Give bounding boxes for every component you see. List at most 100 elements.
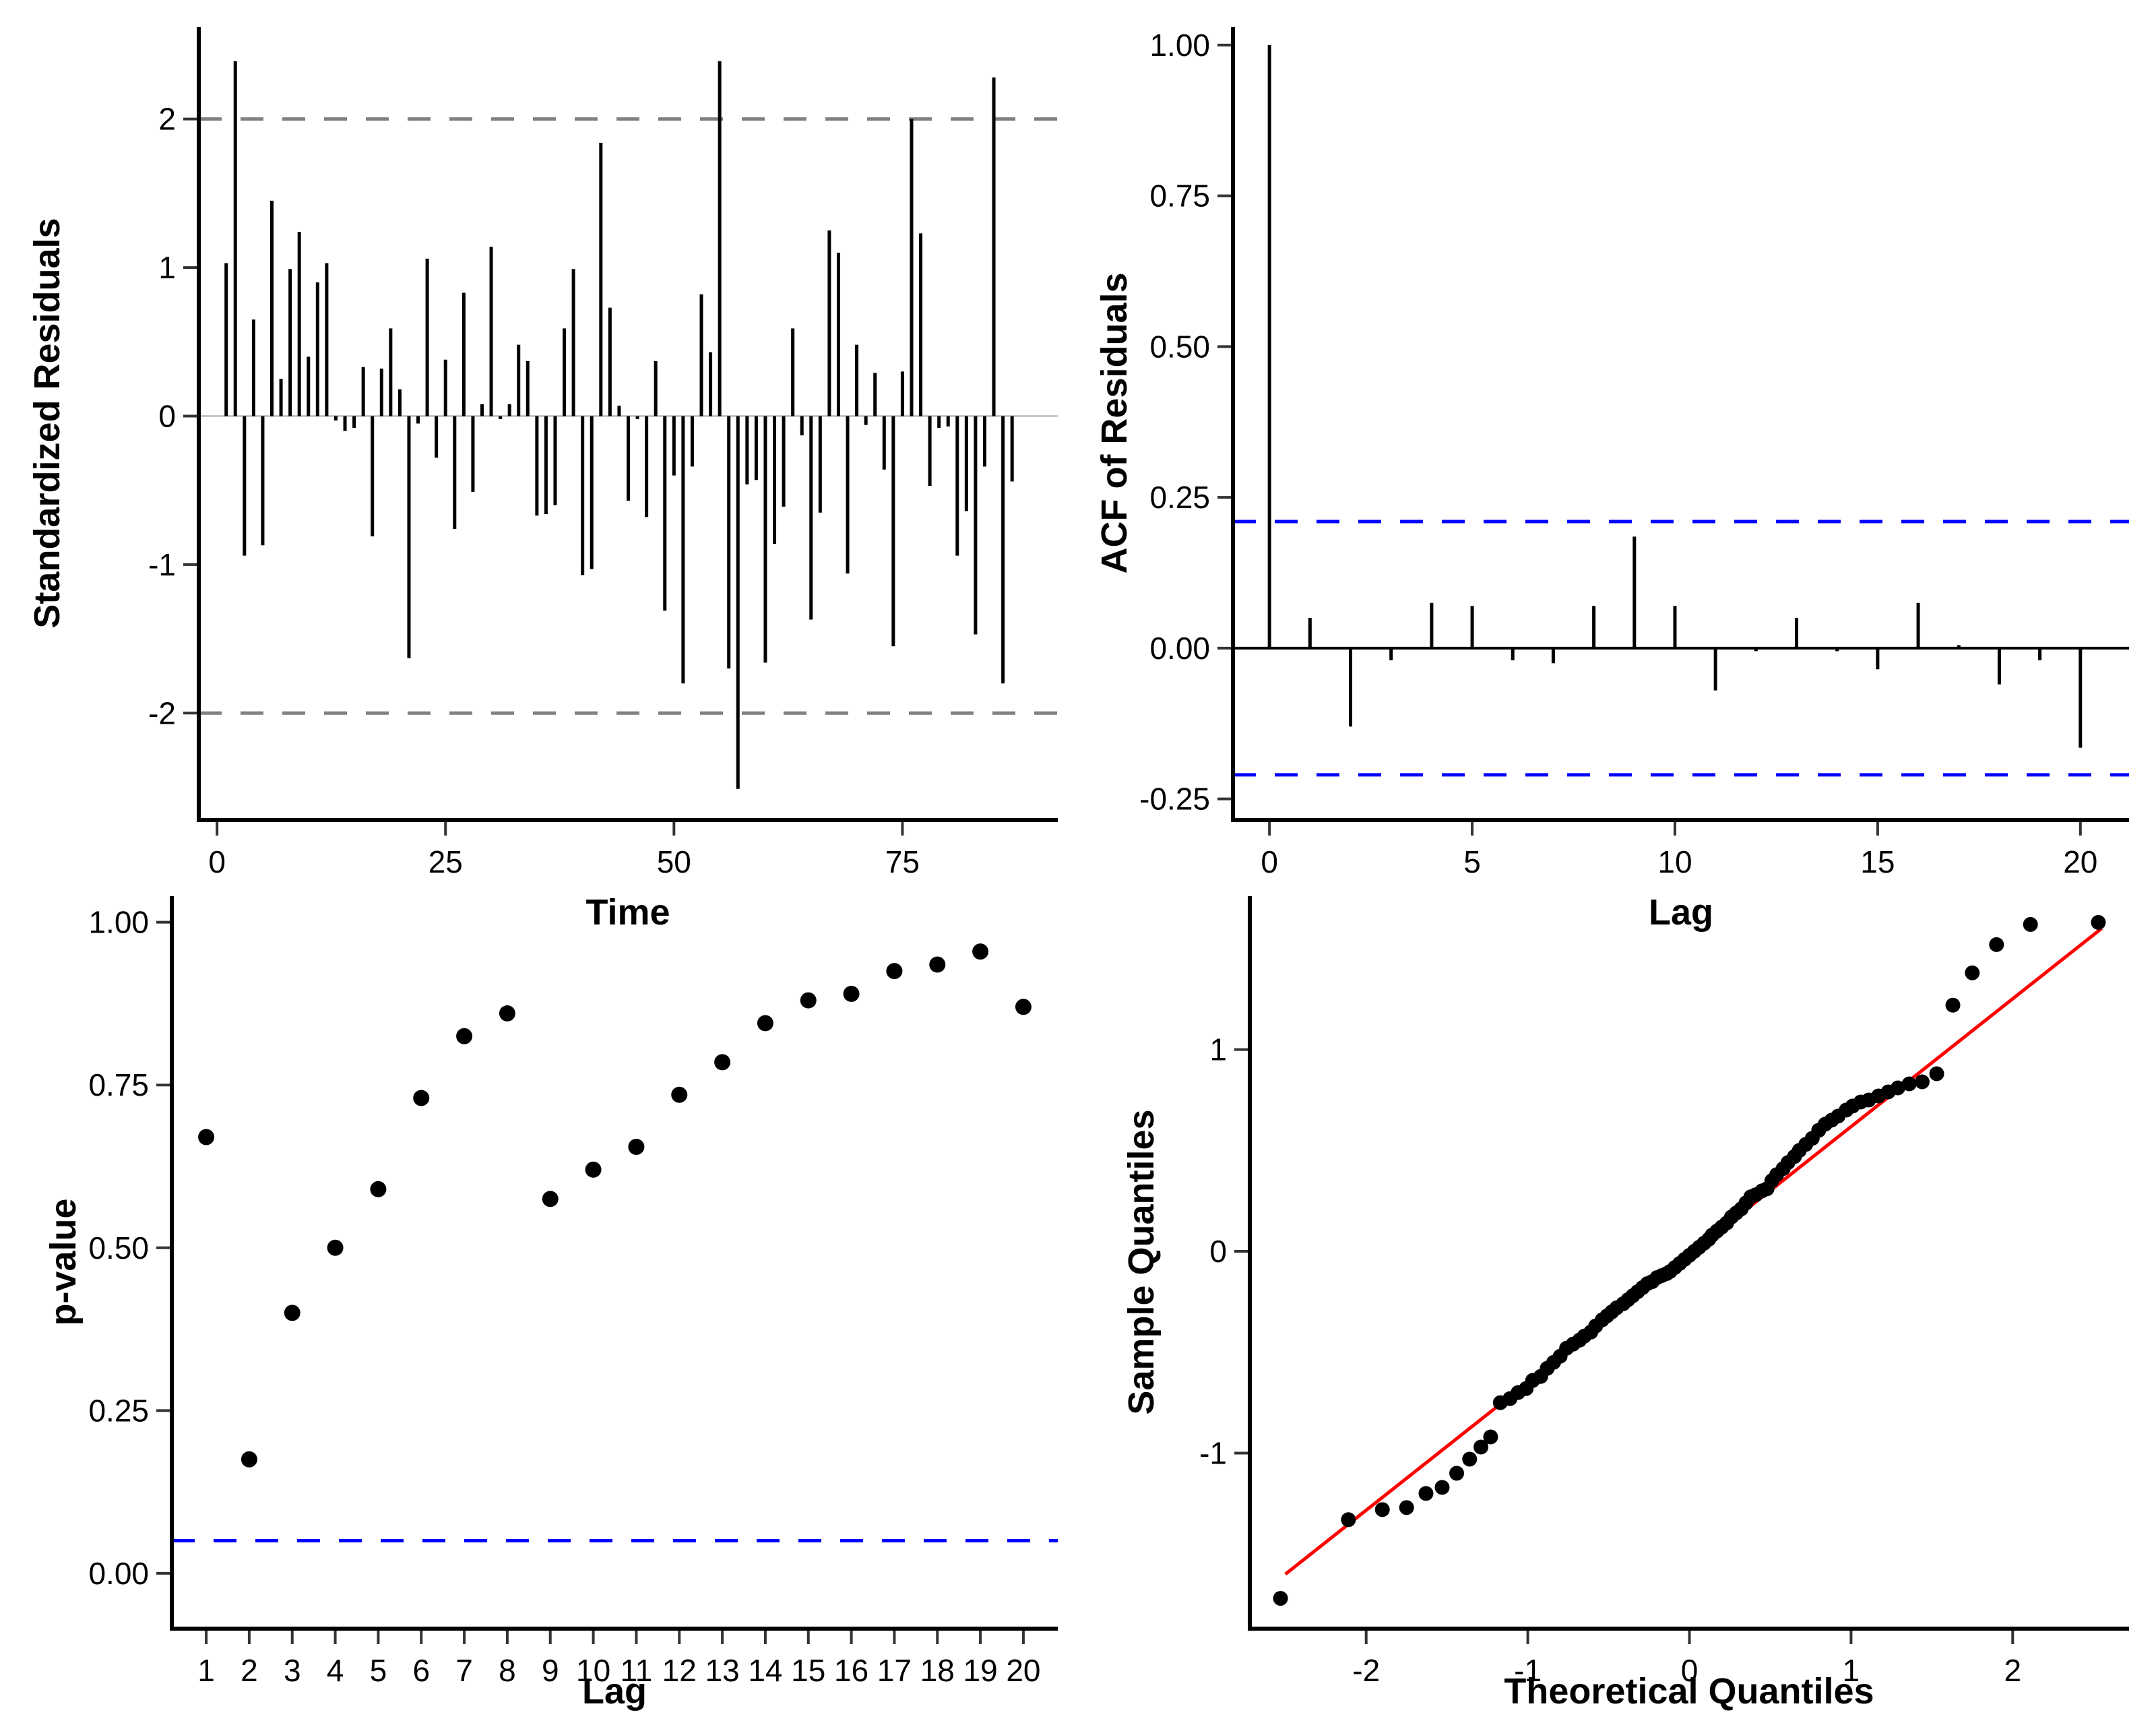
ljung-box-pvalues-x-tick-label: 12 <box>662 1653 697 1688</box>
residuals-y-tick-label: -2 <box>148 695 176 730</box>
ljung-box-pvalues-x-tick-label: 17 <box>877 1653 912 1688</box>
ljung-box-pvalues-point <box>499 1005 515 1022</box>
qq-plot-x-tick-label: 0 <box>1681 1653 1699 1688</box>
residuals-y-tick-label: 0 <box>158 398 176 433</box>
ljung-box-pvalues-point <box>714 1054 731 1071</box>
ljung-box-pvalues-point <box>1015 999 1032 1015</box>
panel-standardized-residuals: 0 25 50 75 -2 -1 0 1 2 Time Standardized Residua… <box>27 27 1058 933</box>
ljung-box-pvalues-point <box>929 956 946 973</box>
residuals-xlabel: Time <box>585 892 670 933</box>
qq-plot-x-tick-label: 2 <box>2004 1653 2021 1688</box>
residuals-x-tick-label: 0 <box>208 844 226 879</box>
qq-plot-point <box>1418 1486 1434 1501</box>
ljung-box-pvalues-point <box>370 1181 387 1197</box>
qq-plot-point <box>2023 916 2038 932</box>
qq-plot-point <box>1965 965 1980 980</box>
ljung-box-pvalues-x-tick-label: 7 <box>455 1653 473 1688</box>
pvalue-xlabel: Lag <box>582 1671 647 1712</box>
qq-plot-point <box>1473 1439 1489 1455</box>
qq-plot-x-tick-label: -1 <box>1514 1653 1542 1688</box>
ljung-box-pvalues-x-tick-label: 20 <box>1006 1653 1040 1688</box>
pvalue-plot-area: 1 2 3 4 5 6 7 8 9 10 11 12 13 14 15 16 17 18 19 201.000.750… <box>88 896 1058 1688</box>
residuals-y-tick-label: -1 <box>148 547 176 582</box>
ljung-box-pvalues-x-tick-label: 16 <box>834 1653 868 1688</box>
ljung-box-pvalues-point <box>843 985 860 1002</box>
panel-ljung-box-pvalues: 1 2 3 4 5 6 7 8 9 10 11 12 13 14 15 16 17 18 19 201.000.750… <box>43 896 1058 1712</box>
acf-x-tick-label: 20 <box>2063 844 2097 879</box>
acf-x-tick-label: 15 <box>1860 844 1895 879</box>
acf-y-tick-label: 0.50 <box>1149 329 1210 364</box>
ljung-box-pvalues-y-tick-label: 0.25 <box>88 1393 149 1428</box>
residuals-plot-area: 0 25 50 75 -2 -1 0 1 2 <box>148 27 1058 879</box>
ljung-box-pvalues-x-tick-label: 3 <box>284 1653 301 1688</box>
ljung-box-pvalues-point <box>628 1138 645 1155</box>
qq-ylabel: Sample Quantiles <box>1121 1109 1162 1414</box>
qq-plot-point <box>2091 914 2106 930</box>
acf-y-tick-label: 1.00 <box>1149 28 1210 63</box>
acf-y-tick-label: 0.00 <box>1149 631 1210 666</box>
ljung-box-pvalues-x-tick-label: 10 <box>576 1653 610 1688</box>
ljung-box-pvalues-y-tick-label: 0.75 <box>88 1067 149 1102</box>
ljung-box-pvalues-x-tick-label: 1 <box>197 1653 215 1688</box>
ljung-box-pvalues-point <box>198 1129 215 1146</box>
qq-plot-point <box>1434 1480 1450 1495</box>
ljung-box-pvalues-x-tick-label: 14 <box>748 1653 782 1688</box>
ljung-box-pvalues-point <box>671 1086 688 1103</box>
residuals-y-tick-label: 2 <box>158 102 176 137</box>
ljung-box-pvalues-point <box>284 1305 300 1321</box>
qq-plot-y-tick-label: 1 <box>1209 1032 1227 1067</box>
qq-plot-point <box>1374 1502 1390 1517</box>
residuals-x-tick-label: 50 <box>657 844 691 879</box>
acf-ylabel: ACF of Residuals <box>1094 272 1135 573</box>
qq-plot-point <box>1989 937 2004 952</box>
ljung-box-pvalues-point <box>327 1239 344 1256</box>
qq-plot-point <box>1901 1076 1917 1092</box>
ljung-box-pvalues-point <box>542 1191 559 1208</box>
ljung-box-pvalues-x-tick-label: 13 <box>705 1653 740 1688</box>
acf-y-tick-label: 0.75 <box>1149 179 1210 214</box>
acf-x-tick-label: 5 <box>1463 844 1481 879</box>
acf-x-tick-label: 0 <box>1261 844 1278 879</box>
ljung-box-pvalues-x-tick-label: 19 <box>963 1653 998 1688</box>
qq-plot-point <box>1914 1074 1930 1090</box>
residuals-y-tick-label: 1 <box>158 250 176 285</box>
qq-plot-y-tick-label: 0 <box>1209 1234 1227 1269</box>
acf-y-tick-label: 0.25 <box>1149 480 1210 515</box>
residuals-x-tick-label: 25 <box>429 844 463 879</box>
qq-plot-point <box>1399 1500 1414 1515</box>
qq-plot-point <box>1929 1066 1944 1081</box>
ljung-box-pvalues-x-tick-label: 9 <box>542 1653 559 1688</box>
ljung-box-pvalues-y-tick-label: 1.00 <box>88 905 149 940</box>
qq-plot-x-tick-label: 1 <box>1843 1653 1860 1688</box>
residuals-ylabel: Standardized Residuals <box>27 218 67 628</box>
residuals-x-tick-label: 75 <box>885 844 920 879</box>
ljung-box-pvalues-point <box>757 1015 773 1032</box>
qq-plot-y-tick-label: -1 <box>1199 1435 1227 1470</box>
pvalue-ylabel: p-value <box>43 1198 84 1325</box>
ljung-box-pvalues-y-tick-label: 0.00 <box>88 1556 149 1591</box>
acf-xlabel: Lag <box>1649 892 1713 933</box>
ljung-box-pvalues-point <box>972 943 989 960</box>
ljung-box-pvalues-point <box>886 963 903 980</box>
ljung-box-pvalues-point <box>800 992 817 1009</box>
acf-y-tick-label: -0.25 <box>1139 782 1210 817</box>
qq-plot-point <box>1341 1512 1356 1528</box>
qq-xlabel: Theoretical Quantiles <box>1504 1671 1874 1712</box>
qq-plot-x-tick-label: -2 <box>1352 1653 1380 1688</box>
ljung-box-pvalues-x-tick-label: 5 <box>370 1653 387 1688</box>
qq-plot-point <box>1890 1080 1905 1096</box>
ljung-box-pvalues-point <box>585 1161 602 1178</box>
ljung-box-pvalues-x-tick-label: 18 <box>920 1653 955 1688</box>
acf-plot-area: 0 5 10 15 20 1.00 0.75 0.50 0.25 0.00 -0.25 <box>1139 27 2129 879</box>
ljung-box-pvalues-point <box>456 1028 473 1044</box>
qq-plot-point <box>1945 997 1961 1013</box>
ljung-box-pvalues-x-tick-label: 11 <box>621 1653 653 1688</box>
qq-plot-point <box>1483 1429 1498 1445</box>
ljung-box-pvalues-x-tick-label: 6 <box>412 1653 430 1688</box>
qq-plot-point <box>1462 1451 1478 1467</box>
qq-plot-area: -2 -1 0 1 2 -1 0 1 <box>1199 896 2129 1688</box>
panel-acf-of-residuals: 0 5 10 15 20 1.00 0.75 0.50 0.25 0.00 -0.25 Lag AC… <box>1094 27 2129 933</box>
panel-qq-plot: -2 -1 0 1 2 -1 0 1 Theoretical Quantiles Sample… <box>1121 896 2129 1712</box>
